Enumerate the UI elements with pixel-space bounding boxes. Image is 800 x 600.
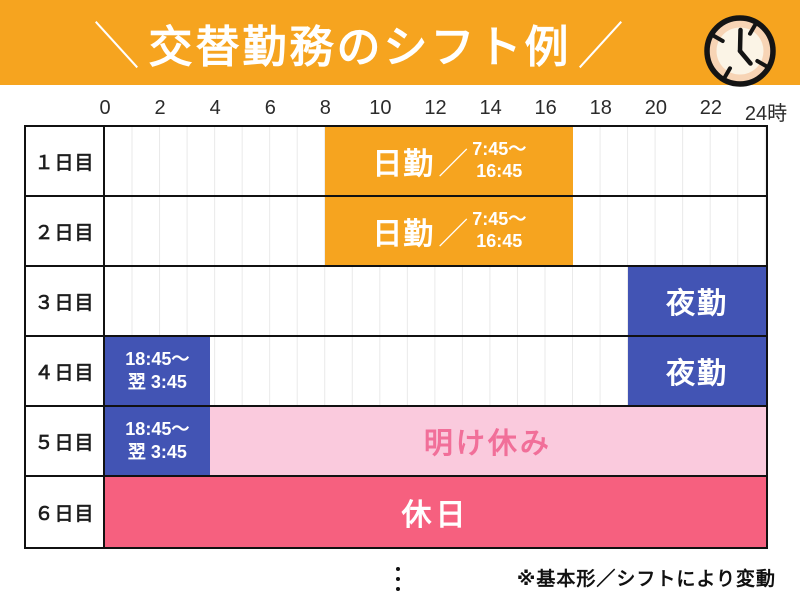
- day-label: １日目: [26, 127, 105, 195]
- vertical-ellipsis-icon: [396, 567, 400, 591]
- schedule-row: ２日目 日勤／ 7:45～ 16:45: [26, 197, 766, 267]
- shift-block-night-time: 18:45～ 翌 3:45: [105, 407, 210, 475]
- title-decor-right: ／: [577, 17, 627, 75]
- shift-block-day: 日勤／ 7:45～ 16:45: [325, 127, 574, 195]
- schedule-row: ５日目 18:45～ 翌 3:45 明け休み: [26, 407, 766, 477]
- day-timeline: 日勤／ 7:45～ 16:45: [105, 127, 766, 195]
- axis-tick-label: 22: [699, 97, 723, 119]
- schedule-row: ４日目 18:45～ 翌 3:45 夜勤: [26, 337, 766, 407]
- shift-time-line: 翌 3:45: [127, 372, 187, 392]
- shift-time-range: 7:45～ 16:45: [472, 139, 527, 181]
- footnote: ※基本形／シフトにより変動: [516, 569, 776, 590]
- axis-tick-label: 18: [589, 97, 612, 119]
- header-banner: ＼ 交替勤務のシフト例 ／: [0, 0, 800, 87]
- shift-block-holiday: 休日: [105, 477, 766, 547]
- day-label: ３日目: [26, 267, 105, 335]
- day-timeline: 休日: [105, 477, 766, 547]
- axis-tick-label: 20: [644, 97, 667, 119]
- schedule-row: １日目 日勤／ 7:45～ 16:45: [26, 127, 766, 197]
- shift-time-line: 18:45～: [125, 348, 190, 369]
- day-label: ２日目: [26, 197, 105, 265]
- axis-tick-label: 14: [479, 97, 502, 119]
- day-label: ６日目: [26, 477, 105, 547]
- shift-block-night: 夜勤: [628, 337, 766, 405]
- axis-tick-label: 2: [154, 97, 166, 119]
- clock-icon: [704, 15, 776, 87]
- day-timeline: 日勤／ 7:45～ 16:45: [105, 197, 766, 265]
- day-timeline: 18:45～ 翌 3:45 明け休み: [105, 407, 766, 475]
- schedule-row: ６日目 休日: [26, 477, 766, 547]
- shift-name: 日勤: [372, 218, 435, 251]
- axis-tick-label: 12: [424, 97, 447, 119]
- shift-name: 日勤: [372, 148, 435, 181]
- title-decor-left: ＼: [93, 17, 143, 75]
- axis-tick-label: 6: [264, 97, 276, 119]
- day-timeline: 夜勤: [105, 267, 766, 335]
- day-timeline: 18:45～ 翌 3:45 夜勤: [105, 337, 766, 405]
- shift-block-night: 夜勤: [628, 267, 766, 335]
- separator-slash: ／: [438, 148, 469, 181]
- shift-time-line: 翌 3:45: [127, 442, 187, 462]
- schedule-row: ３日目 夜勤: [26, 267, 766, 337]
- title-text: 交替勤務のシフト例: [148, 22, 572, 72]
- axis-tick-label: 24時: [744, 103, 788, 125]
- axis-tick-label: 16: [534, 97, 557, 119]
- page-title: ＼ 交替勤務のシフト例 ／: [0, 0, 720, 85]
- shift-table: １日目 日勤／ 7:45～ 16:45 ２日目 日勤／ 7:45～ 16:45 ３日目 夜勤 ４日目…: [24, 125, 768, 549]
- shift-block-ake: 明け休み: [209, 407, 766, 475]
- axis-tick-label: 4: [209, 97, 221, 119]
- axis-tick-label: 8: [319, 97, 331, 119]
- shift-block-day: 日勤／ 7:45～ 16:45: [325, 197, 574, 265]
- day-label: ４日目: [26, 337, 105, 405]
- shift-time-range: 7:45～ 16:45: [472, 209, 527, 251]
- shift-block-night-time: 18:45～ 翌 3:45: [105, 337, 210, 405]
- day-label: ５日目: [26, 407, 105, 475]
- shift-time-line: 18:45～: [125, 418, 190, 439]
- separator-slash: ／: [438, 218, 469, 251]
- axis-tick-label: 0: [99, 97, 111, 119]
- axis-tick-label: 10: [369, 97, 392, 119]
